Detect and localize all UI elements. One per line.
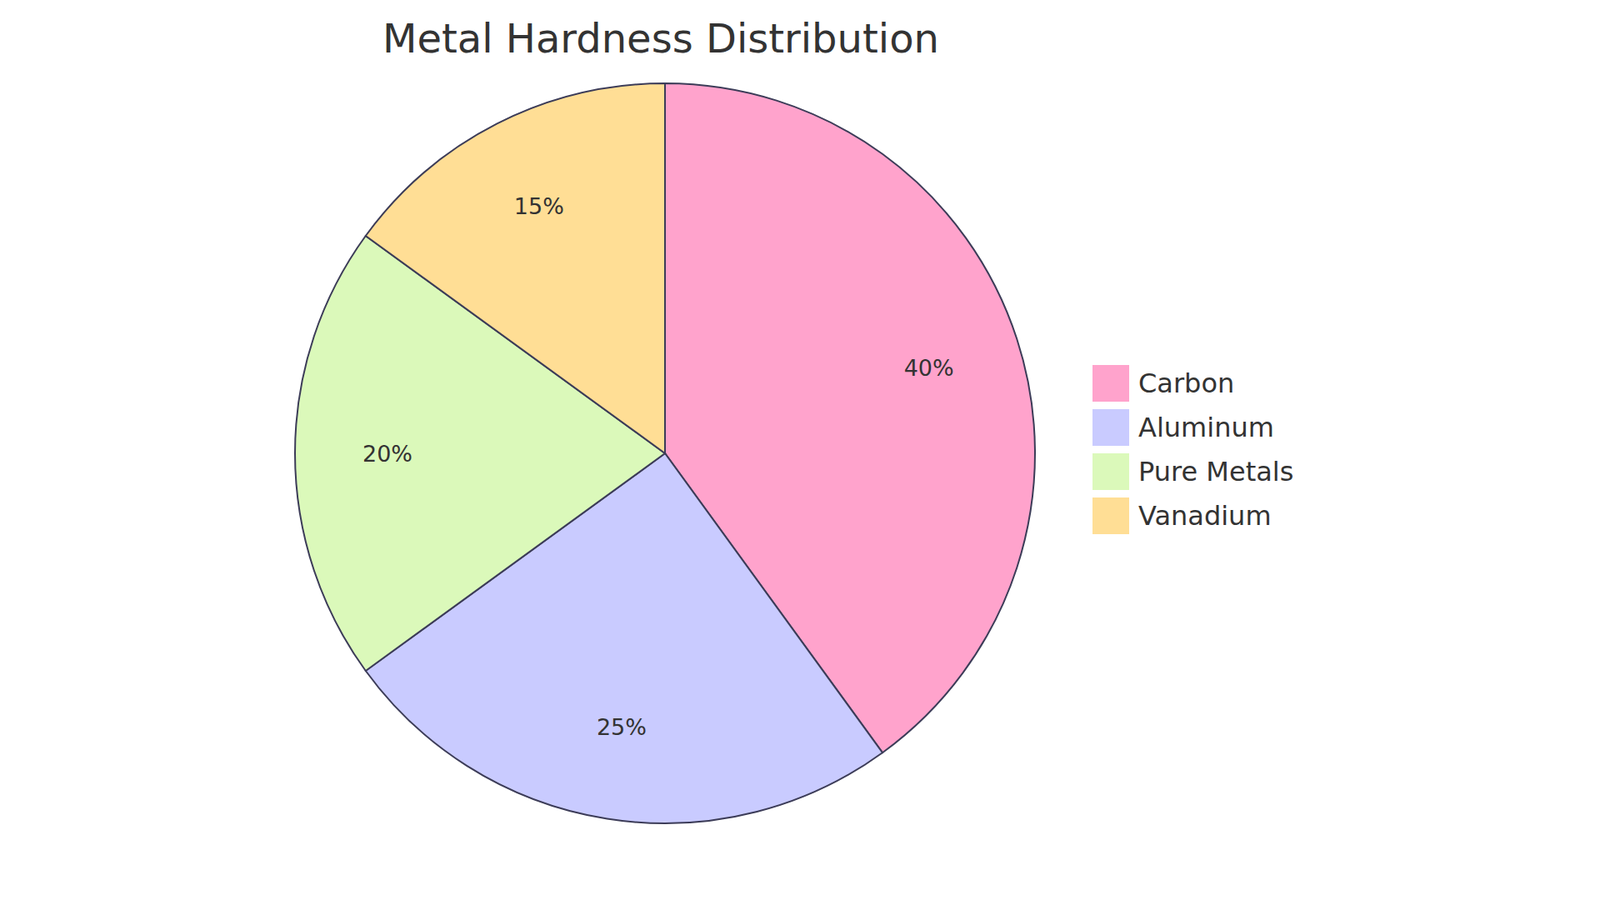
svg-text:15%: 15% (514, 193, 565, 220)
svg-text:25%: 25% (596, 714, 647, 740)
html-text:Aluminum: Aluminum (1138, 411, 1275, 443)
html-text:Carbon: Carbon (1138, 367, 1235, 399)
html-text:Metal Hardness Distribution: Metal Hardness Distribution (382, 15, 940, 62)
html-text:Vanadium: Vanadium (1138, 499, 1272, 532)
svg-text:40%: 40% (904, 355, 955, 381)
svg-text:20%: 20% (362, 440, 413, 467)
html-text:Pure Metals: Pure Metals (1138, 455, 1294, 488)
